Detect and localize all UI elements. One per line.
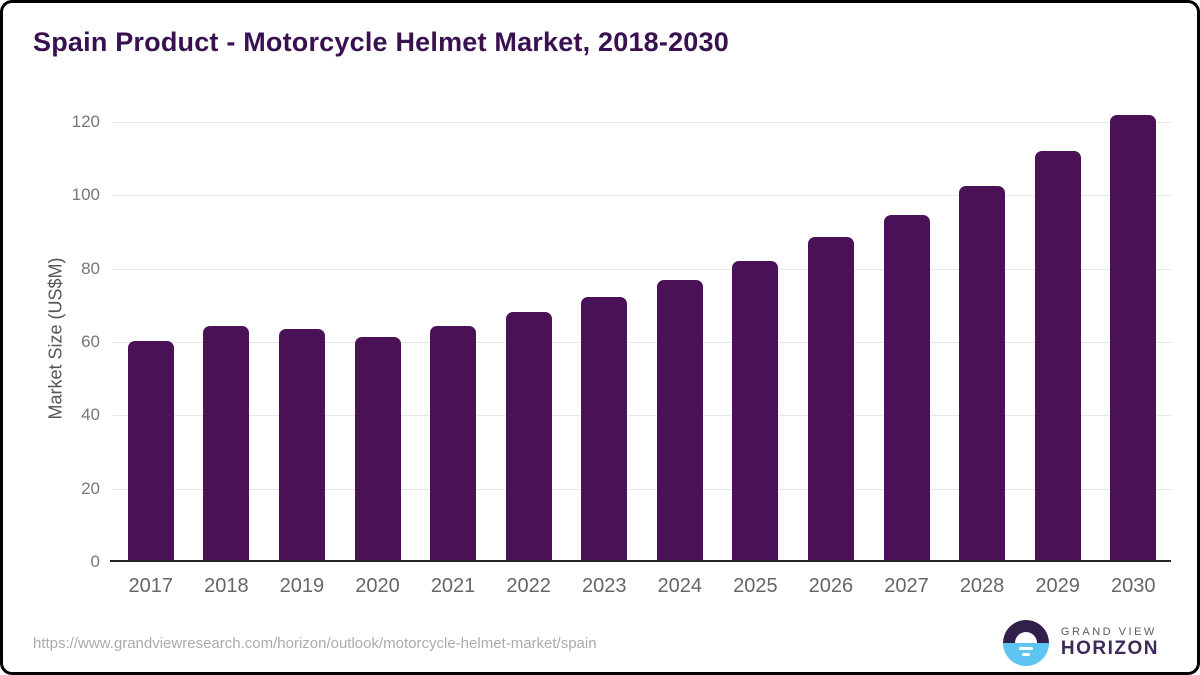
bar-2022 (505, 311, 552, 562)
bar-2030 (1110, 115, 1157, 562)
bar-2017 (127, 340, 174, 562)
y-tick-label-120: 120 (71, 112, 100, 131)
bar-2020 (354, 336, 401, 562)
y-tick-label-40: 40 (81, 405, 100, 425)
bar-2018 (203, 326, 250, 562)
x-tick-label-2017: 2017 (128, 575, 174, 597)
logo-reflection-line-1 (1018, 647, 1033, 650)
x-tick-label-2020: 2020 (355, 575, 400, 597)
gridline-20 (113, 488, 1171, 490)
chart-title: Spain Product - Motorcycle Helmet Market… (33, 27, 729, 57)
bar-2026 (807, 237, 854, 562)
bar-2028 (959, 186, 1006, 562)
y-tick-label-80: 80 (81, 258, 100, 278)
bar-2029 (1034, 150, 1081, 562)
logo-brand-top-text: GRAND VIEW (1060, 625, 1157, 638)
logo-wordmark: GRAND VIEW HORIZON (1061, 626, 1159, 660)
logo-sun-dome (1014, 632, 1037, 643)
x-tick-label-2027: 2027 (884, 575, 929, 597)
bar-2027 (883, 214, 930, 562)
bar-2023 (581, 296, 628, 562)
x-axis-line (110, 560, 1171, 562)
source-url: https://www.grandviewresearch.com/horizo… (33, 635, 597, 652)
logo-reflection-line-2 (1021, 653, 1030, 656)
x-tick-label-2025: 2025 (733, 575, 778, 597)
grand-view-horizon-logo: GRAND VIEW HORIZON (1002, 620, 1159, 666)
bar-2019 (278, 328, 325, 562)
gridline-100 (113, 195, 1171, 197)
x-tick-label-2023: 2023 (581, 575, 627, 597)
y-tick-label-60: 60 (81, 332, 100, 351)
bar-2025 (732, 260, 779, 562)
x-tick-label-2026: 2026 (808, 575, 854, 597)
bar-2024 (656, 279, 703, 562)
x-tick-label-2019: 2019 (279, 575, 325, 597)
x-tick-label-2022: 2022 (506, 575, 551, 597)
y-tick-label-20: 20 (81, 478, 100, 498)
y-tick-label-0: 0 (90, 552, 100, 571)
gridline-60 (113, 342, 1171, 343)
logo-brand-bottom-text: HORIZON (1060, 638, 1159, 660)
x-tick-label-2030: 2030 (1110, 575, 1156, 597)
x-tick-label-2018: 2018 (204, 575, 249, 597)
x-tick-label-2029: 2029 (1035, 575, 1080, 597)
logo-sky-half (1002, 620, 1049, 643)
bar-2021 (430, 325, 477, 562)
gridline-120 (113, 122, 1171, 123)
x-tick-label-2021: 2021 (430, 575, 476, 597)
horizon-logo-icon (1002, 620, 1049, 666)
x-tick-label-2028: 2028 (959, 575, 1005, 597)
gridline-40 (113, 415, 1171, 417)
gridline-80 (113, 268, 1171, 270)
y-tick-label-100: 100 (71, 185, 100, 205)
x-tick-label-2024: 2024 (657, 575, 703, 597)
